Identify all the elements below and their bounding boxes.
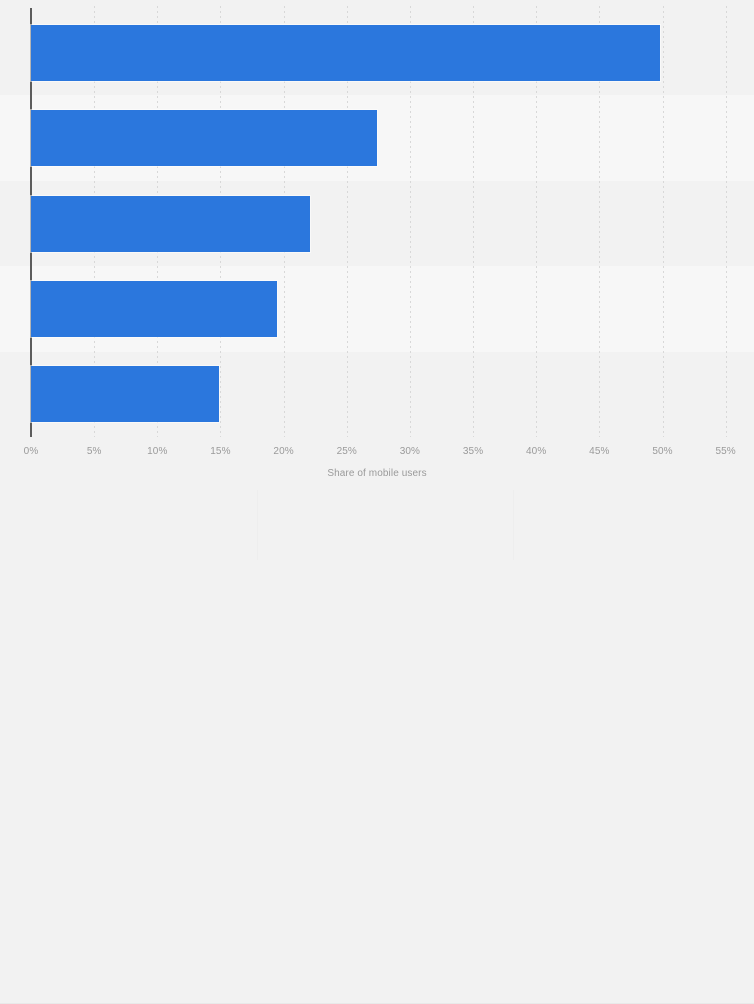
gridline: [725, 6, 727, 437]
x-axis-tick-label: 10%: [147, 446, 168, 457]
x-axis-tick-label: 15%: [210, 446, 231, 457]
x-axis-tick-label: 55%: [715, 446, 736, 457]
bar[interactable]: [31, 195, 311, 252]
bar[interactable]: [31, 24, 660, 81]
plot-area: [0, 0, 754, 437]
footer-seam-left: [257, 490, 258, 560]
x-axis-tick-label: 30%: [399, 446, 421, 457]
x-axis-tick-label: 20%: [273, 446, 294, 457]
x-axis-tick-label: 0%: [23, 446, 39, 457]
gridline: [536, 6, 538, 437]
gridline: [409, 6, 411, 437]
footer-area: [0, 490, 754, 1004]
gridline: [599, 6, 601, 437]
x-axis-tick-label: 40%: [526, 446, 547, 457]
gridline: [662, 6, 664, 437]
gridline: [346, 6, 348, 437]
bar[interactable]: [31, 366, 220, 423]
footer-seam-right: [513, 490, 514, 560]
x-axis-tick-group: 0% 5% 10% 15% 20% 25% 30% 35% 40% 45% 50% 55%: [0, 437, 754, 463]
gridline: [473, 6, 475, 437]
x-axis-title: Share of mobile users: [327, 468, 427, 479]
bar[interactable]: [31, 280, 278, 337]
x-axis-tick-label: 5%: [86, 446, 102, 457]
bar[interactable]: [31, 110, 378, 167]
x-axis-tick-label: 25%: [336, 446, 357, 457]
x-axis-tick-label: 35%: [462, 446, 484, 457]
x-axis-tick-label: 50%: [652, 446, 673, 457]
x-axis-tick-label: 45%: [589, 446, 610, 457]
